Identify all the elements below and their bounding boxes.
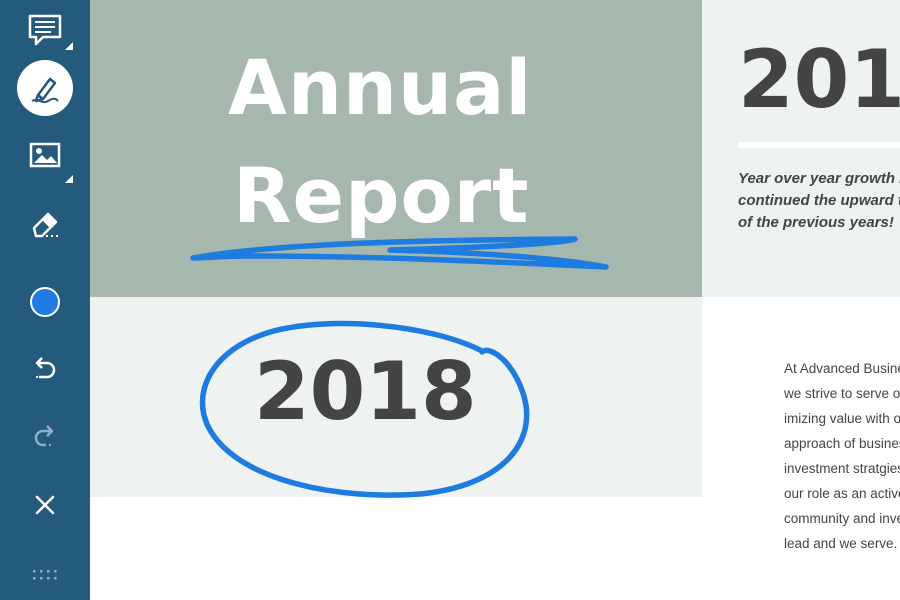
body-line: our role as an active	[784, 486, 900, 501]
document-canvas[interactable]: Annual Report 2018 Year over year growth…	[90, 0, 900, 600]
year-heading: 2018	[738, 33, 900, 126]
body-line: At Advanced Busines	[784, 361, 900, 376]
image-tool-button[interactable]	[15, 125, 75, 185]
year-summary-panel: 2018 Year over year growth ha continued …	[702, 0, 900, 297]
divider	[738, 142, 900, 148]
image-icon	[29, 141, 61, 169]
close-toolbar-button[interactable]	[15, 475, 75, 535]
body-line: community and inve	[784, 511, 900, 526]
growth-line: Year over year growth ha	[738, 170, 900, 187]
comment-tool-button[interactable]	[15, 0, 75, 60]
redo-icon	[30, 422, 60, 452]
year-center: 2018	[254, 345, 477, 438]
year-block: 2018	[90, 297, 702, 497]
drag-handle[interactable]	[15, 545, 75, 600]
comment-icon	[27, 13, 63, 47]
pen-tool-button[interactable]	[15, 58, 75, 118]
undo-button[interactable]	[15, 339, 75, 399]
body-line: lead and we serve.	[784, 536, 898, 551]
title-block: Annual Report	[90, 0, 702, 297]
redo-button[interactable]	[15, 407, 75, 467]
color-dot-icon	[30, 287, 60, 317]
undo-icon	[30, 354, 60, 384]
submenu-corner-icon	[65, 42, 73, 50]
body-line: we strive to serve ou	[784, 386, 900, 401]
body-line: approach of busines	[784, 436, 900, 451]
growth-line: continued the upward tre	[738, 192, 900, 209]
pen-icon	[28, 71, 62, 105]
close-icon	[34, 494, 56, 516]
color-picker-button[interactable]	[15, 272, 75, 332]
body-line: investment stratgies	[784, 461, 900, 476]
body-paragraph: At Advanced Busines we strive to serve o…	[784, 356, 900, 556]
growth-summary-text: Year over year growth ha continued the u…	[738, 168, 900, 234]
grip-dots-icon	[32, 568, 58, 582]
eraser-icon	[28, 206, 62, 240]
submenu-corner-icon	[65, 175, 73, 183]
eraser-tool-button[interactable]	[15, 193, 75, 253]
annotation-toolbar	[0, 0, 90, 600]
title-annual: Annual	[228, 43, 533, 132]
body-line: imizing value with o	[784, 411, 900, 426]
title-report: Report	[233, 151, 530, 240]
growth-line: of the previous years!	[738, 214, 894, 231]
